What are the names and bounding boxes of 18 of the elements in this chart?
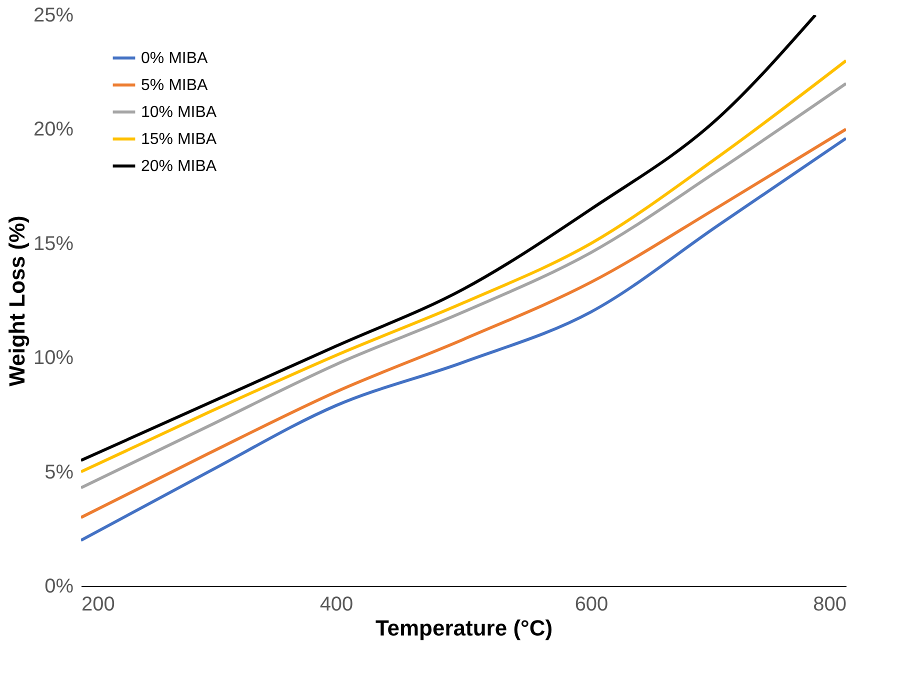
line-series	[81, 15, 817, 462]
y-tick-label: 5%	[44, 461, 74, 484]
legend-label: 15% MIBA	[141, 131, 217, 148]
y-tick-label: 20%	[33, 118, 74, 141]
legend-label: 0% MIBA	[141, 50, 208, 67]
y-axis-title: Weight Loss (%)	[4, 216, 30, 386]
x-tick-label: 400	[320, 594, 354, 616]
y-tick-label: 25%	[33, 4, 74, 26]
y-tick-label: 0%	[44, 576, 74, 598]
legend-label: 20% MIBA	[141, 158, 217, 175]
legend-label: 5% MIBA	[141, 77, 208, 94]
y-tick-label: 15%	[33, 232, 74, 255]
x-axis-title: Temperature (°C)	[375, 616, 553, 640]
legend-label: 10% MIBA	[141, 104, 217, 121]
x-tick-label: 200	[82, 594, 115, 616]
x-tick-label: 600	[574, 594, 608, 616]
x-tick-label: 800	[813, 594, 846, 616]
y-tick-label: 10%	[33, 347, 74, 370]
